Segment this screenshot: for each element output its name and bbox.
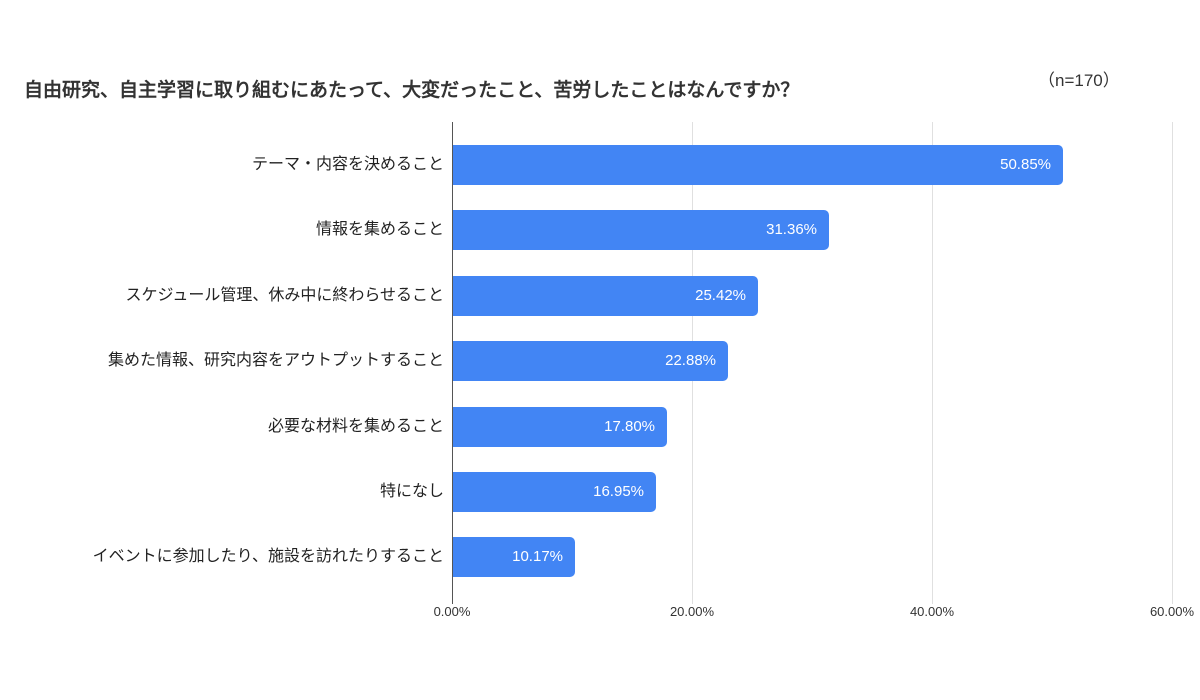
category-label: 必要な材料を集めること xyxy=(267,418,444,435)
bar: 50.85% xyxy=(453,145,1063,185)
x-tick-label: 20.00% xyxy=(669,604,715,619)
bar: 31.36% xyxy=(453,210,829,250)
bar-value-label: 50.85% xyxy=(1000,156,1051,173)
category-label: 特になし xyxy=(379,483,444,500)
category-label: スケジュール管理、休み中に終わらせること xyxy=(125,287,444,304)
bar-value-label: 17.80% xyxy=(604,418,655,435)
bar-value-label: 22.88% xyxy=(665,352,716,369)
y-axis-line xyxy=(452,122,453,604)
bar: 25.42% xyxy=(453,276,758,316)
x-tick-label: 40.00% xyxy=(909,604,955,619)
x-tick-label: 0.00% xyxy=(433,604,471,619)
category-label: 集めた情報、研究内容をアウトプットすること xyxy=(107,352,444,369)
x-gridline xyxy=(932,122,933,604)
x-tick-label: 60.00% xyxy=(1149,604,1195,619)
category-label: テーマ・内容を決めること xyxy=(251,156,444,173)
chart-title: 自由研究、自主学習に取り組むにあたって、大変だったこと、苦労したことはなんですか… xyxy=(24,80,800,101)
sample-size-label: （n=170） xyxy=(1038,71,1120,90)
bar-value-label: 25.42% xyxy=(695,287,746,304)
category-label: イベントに参加したり、施設を訪れたりすること xyxy=(92,548,444,565)
bar: 22.88% xyxy=(453,341,728,381)
bar: 17.80% xyxy=(453,407,667,447)
bar-value-label: 10.17% xyxy=(512,548,563,565)
bar-value-label: 16.95% xyxy=(593,483,644,500)
category-label: 情報を集めること xyxy=(315,221,444,238)
bar: 16.95% xyxy=(453,472,656,512)
x-gridline xyxy=(1172,122,1173,604)
bar: 10.17% xyxy=(453,537,575,577)
category-labels-layer: テーマ・内容を決めること情報を集めることスケジュール管理、休み中に終わらせること… xyxy=(0,122,444,596)
plot-area: 0.00% 20.00% 40.00% 60.00% 50.85% 31.36% 25.42… xyxy=(434,122,1194,619)
bar-value-label: 31.36% xyxy=(766,221,817,238)
